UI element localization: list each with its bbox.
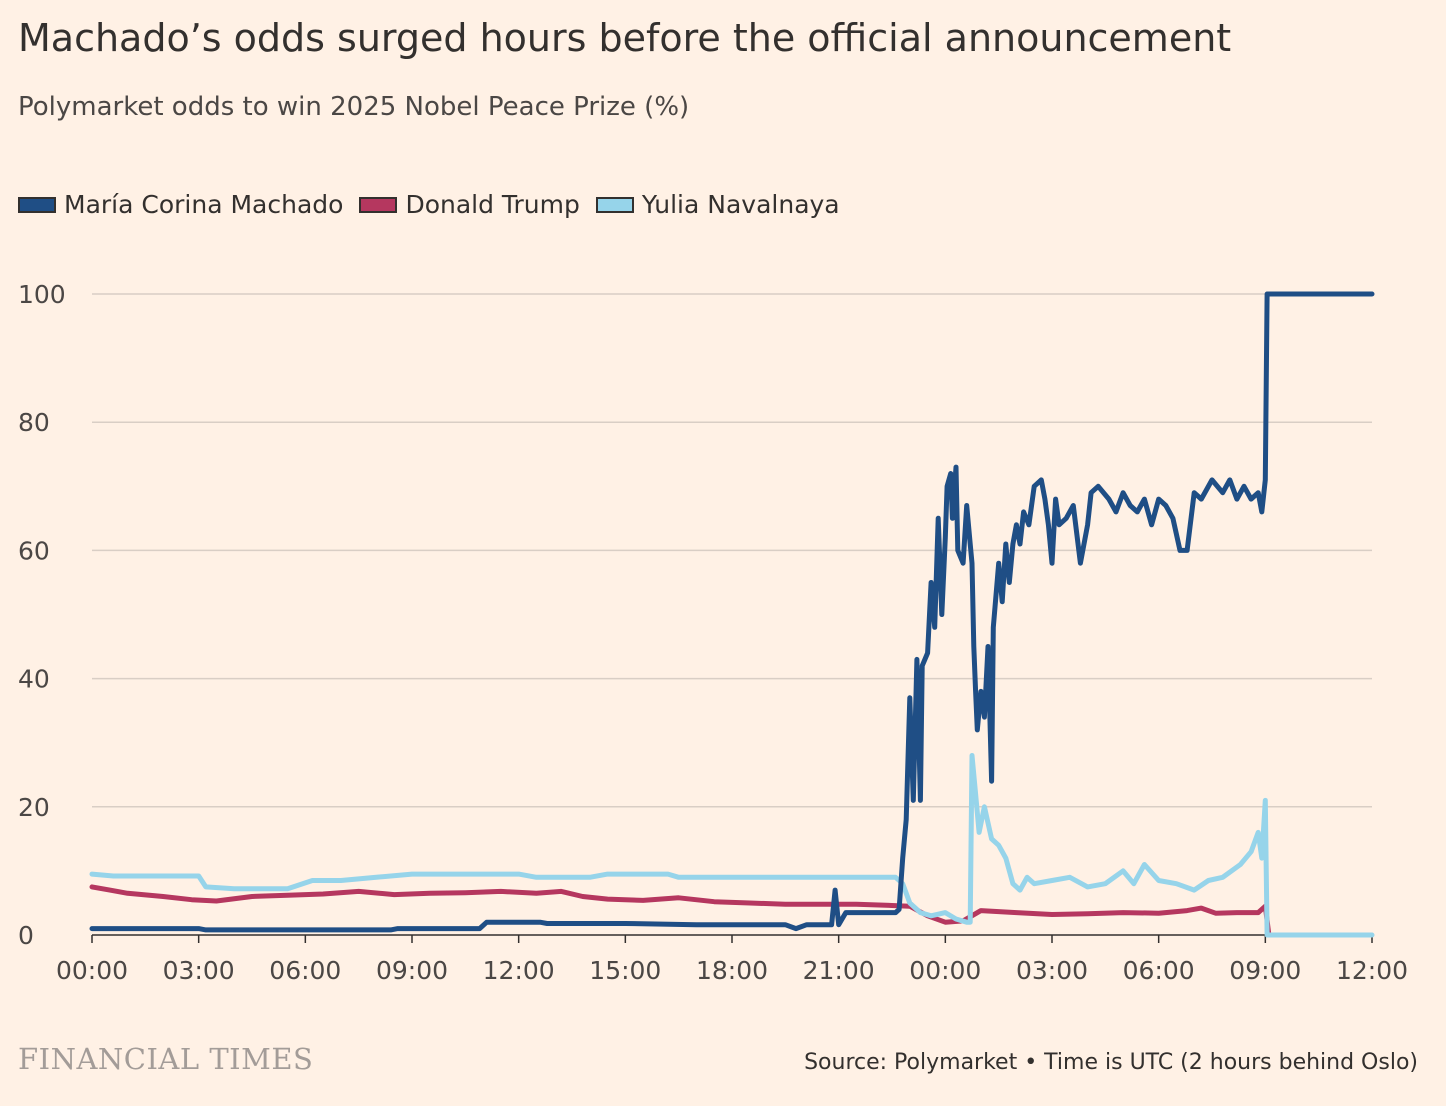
x-tick-label-9: 03:00 xyxy=(1016,956,1088,985)
chart-subtitle: Polymarket odds to win 2025 Nobel Peace … xyxy=(18,92,690,122)
legend-swatch-machado xyxy=(18,196,56,213)
legend-item-navalnaya: Yulia Navalnaya xyxy=(595,190,840,219)
legend-swatch-navalnaya xyxy=(595,196,634,213)
ft-logo: FINANCIAL TIMES xyxy=(18,1042,314,1076)
series-line-machado xyxy=(89,291,1375,933)
y-tick-label-20: 20 xyxy=(18,793,50,822)
legend-item-machado: María Corina Machado xyxy=(18,190,343,219)
x-tick-label-2: 06:00 xyxy=(269,956,341,985)
y-tick-label-0: 0 xyxy=(18,921,34,950)
x-tick-label-12: 12:00 xyxy=(1336,956,1408,985)
legend-label-machado: María Corina Machado xyxy=(64,190,344,219)
legend-item-trump: Donald Trump xyxy=(359,190,580,219)
y-tick-label-60: 60 xyxy=(18,536,50,565)
legend-label-navalnaya: Yulia Navalnaya xyxy=(641,190,840,219)
x-tick-label-10: 06:00 xyxy=(1123,956,1195,985)
legend-swatch-trump xyxy=(359,196,398,213)
x-tick-label-6: 18:00 xyxy=(696,956,768,985)
x-tick-label-0: 00:00 xyxy=(56,956,128,985)
x-tick-label-4: 12:00 xyxy=(483,956,555,985)
x-tick-label-5: 15:00 xyxy=(589,956,661,985)
x-tick-label-7: 21:00 xyxy=(803,956,875,985)
y-tick-label-100: 100 xyxy=(18,280,66,309)
y-tick-label-40: 40 xyxy=(18,665,50,694)
x-tick-label-8: 00:00 xyxy=(909,956,981,985)
x-tick-label-3: 09:00 xyxy=(376,956,448,985)
source-note: Source: Polymarket • Time is UTC (2 hour… xyxy=(804,1050,1418,1075)
series-line-navalnaya xyxy=(89,753,1375,938)
legend-label-trump: Donald Trump xyxy=(405,190,580,219)
legend: María Corina Machado Donald Trump Yulia … xyxy=(18,190,856,219)
chart-title: Machado’s odds surged hours before the o… xyxy=(18,16,1232,60)
x-tick-label-11: 09:00 xyxy=(1229,956,1301,985)
series-line-trump xyxy=(89,884,1272,938)
y-tick-label-80: 80 xyxy=(18,408,50,437)
x-tick-label-1: 03:00 xyxy=(163,956,235,985)
